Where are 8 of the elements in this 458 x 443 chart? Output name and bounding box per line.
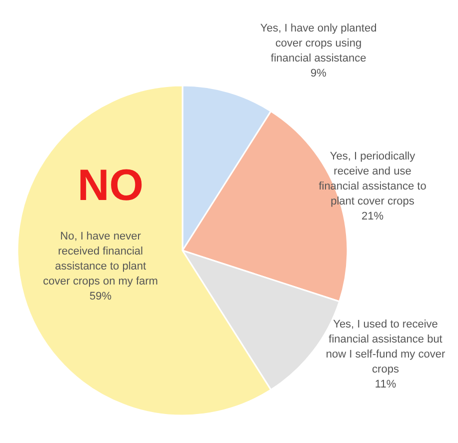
slice-label: Yes, I used to receive financial assistance but now I self-fund my cover crops: [326, 318, 446, 376]
text: NO: [78, 161, 144, 210]
data-label: 21%: [361, 210, 384, 222]
slice-label: Yes, I have only planted cover crops using financial assistance: [260, 22, 377, 64]
data-label: 9%: [310, 68, 327, 80]
data-label: 11%: [374, 378, 396, 390]
slice-label: No, I have never received financial assistance to plant cover crops on my farm: [43, 230, 158, 288]
data-label: 59%: [89, 290, 112, 302]
